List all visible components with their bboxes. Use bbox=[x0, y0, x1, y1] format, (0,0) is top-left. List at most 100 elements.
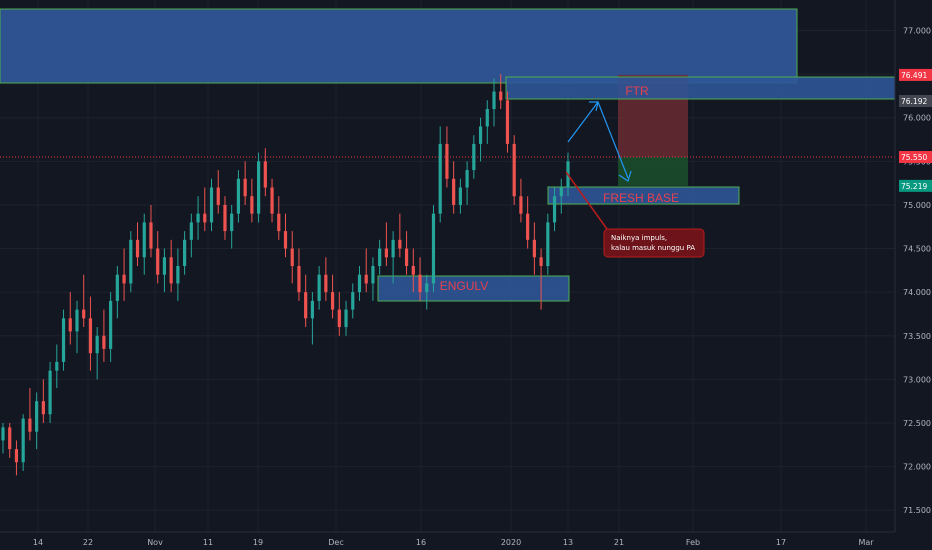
candle-body bbox=[465, 170, 469, 188]
candle-body bbox=[75, 309, 79, 332]
y-tick-label: 72.000 bbox=[903, 463, 931, 472]
candle-body bbox=[176, 266, 180, 284]
candle-body bbox=[485, 109, 489, 127]
candle-body bbox=[492, 91, 496, 110]
x-tick-label: 16 bbox=[416, 538, 426, 547]
candle-body bbox=[1, 427, 5, 441]
candle-body bbox=[505, 100, 510, 144]
candle-body bbox=[378, 248, 382, 266]
x-tick-label: Feb bbox=[686, 538, 700, 547]
candle-body bbox=[21, 418, 25, 463]
candle-body bbox=[256, 161, 261, 214]
candle-body bbox=[526, 213, 530, 240]
candle-body bbox=[425, 283, 429, 293]
candle-body bbox=[95, 335, 99, 354]
candle-body bbox=[209, 187, 214, 223]
candle-body bbox=[478, 126, 483, 144]
candle-body bbox=[68, 318, 72, 332]
y-tick-label: 76.000 bbox=[903, 114, 931, 123]
drawings: FTR FRESH BASE ENGULV Naiknya impuls, kalau … bbox=[440, 84, 705, 293]
arrow-head-up bbox=[589, 101, 599, 112]
candle-body bbox=[35, 401, 39, 432]
zone-ftr-label: FTR bbox=[625, 84, 649, 98]
candle-body bbox=[297, 266, 301, 293]
note-line-2: kalau masuk nunggu PA bbox=[611, 244, 695, 252]
candle-body bbox=[230, 213, 234, 232]
y-axis-background bbox=[895, 0, 932, 550]
zone-fresh-base-label: FRESH BASE bbox=[603, 191, 679, 205]
y-tick-label: 72.500 bbox=[903, 419, 931, 428]
price-label-text: 76.491 bbox=[901, 71, 927, 80]
position-profit-area bbox=[618, 156, 688, 186]
zone-ftr bbox=[505, 76, 896, 100]
candle-body bbox=[122, 274, 126, 284]
price-label-badge bbox=[899, 179, 932, 192]
y-tick-label: 74.000 bbox=[903, 288, 931, 297]
x-axis-background bbox=[0, 532, 932, 550]
candle-body bbox=[14, 449, 19, 463]
x-tick-label: 11 bbox=[203, 538, 213, 547]
candle-body bbox=[337, 309, 341, 328]
candle-body bbox=[216, 187, 220, 205]
candle-body bbox=[552, 196, 557, 223]
candle-body bbox=[149, 222, 153, 249]
candle-body bbox=[250, 196, 254, 214]
y-tick-label: 73.500 bbox=[903, 332, 931, 341]
candle-body bbox=[61, 318, 66, 362]
x-tick-label: Nov bbox=[147, 538, 163, 547]
x-tick-label: 19 bbox=[253, 538, 263, 547]
price-label-badge bbox=[899, 94, 932, 107]
candle-body bbox=[277, 213, 281, 232]
y-tick-label: 73.000 bbox=[903, 375, 931, 384]
candle-body bbox=[263, 161, 267, 188]
x-tick-label: 22 bbox=[83, 538, 93, 547]
candle-body bbox=[102, 335, 106, 349]
candle-body bbox=[183, 239, 187, 266]
x-tick-label: 21 bbox=[614, 538, 624, 547]
candle-body bbox=[452, 178, 456, 205]
candle-body bbox=[203, 213, 207, 223]
candle-body bbox=[135, 239, 140, 258]
x-axis: 14 22 Nov 11 19 Dec 16 2020 13 21 Feb 17 Mar bbox=[0, 531, 932, 550]
candle-body bbox=[304, 292, 308, 319]
candle-body bbox=[391, 239, 395, 258]
candle-body bbox=[344, 309, 348, 328]
candle-body bbox=[109, 300, 113, 349]
candle-body bbox=[404, 248, 409, 266]
candle-body bbox=[330, 292, 335, 310]
candle-body bbox=[351, 292, 355, 310]
candle-body bbox=[196, 213, 200, 223]
note-box bbox=[603, 228, 705, 258]
candle-body bbox=[445, 143, 449, 179]
candle-body bbox=[283, 231, 288, 249]
y-tick-label: 74.500 bbox=[903, 245, 931, 254]
x-tick-label: Mar bbox=[858, 538, 874, 547]
candle-body bbox=[8, 427, 12, 450]
price-label-text: 76.192 bbox=[901, 97, 927, 106]
note-line-1: Naiknya impuls, bbox=[611, 234, 667, 242]
zone-engulv-label: ENGULV bbox=[440, 279, 488, 293]
candle-body bbox=[438, 143, 442, 214]
x-tick-label: 2020 bbox=[501, 538, 521, 547]
grid bbox=[0, 0, 895, 532]
candles bbox=[0, 8, 896, 476]
candle-body bbox=[431, 213, 436, 284]
y-axis: 77.00076.50076.00075.50075.00074.50074.0… bbox=[894, 0, 932, 550]
candle-body bbox=[512, 143, 516, 197]
candle-body bbox=[559, 187, 563, 197]
candle-body bbox=[82, 309, 86, 319]
candle-body bbox=[169, 257, 173, 284]
candle-body bbox=[546, 222, 550, 266]
candle-body bbox=[310, 300, 315, 319]
price-label-text: 75.219 bbox=[901, 182, 927, 191]
x-tick-label: 14 bbox=[33, 538, 43, 547]
candle-body bbox=[384, 248, 388, 258]
candle-body bbox=[236, 178, 241, 214]
candle-body bbox=[243, 178, 247, 197]
x-tick-label: 17 bbox=[776, 538, 786, 547]
y-tick-label: 77.000 bbox=[903, 27, 931, 36]
candle-body bbox=[472, 143, 476, 171]
candle-body bbox=[115, 274, 119, 301]
arrow-head-down bbox=[618, 170, 632, 182]
